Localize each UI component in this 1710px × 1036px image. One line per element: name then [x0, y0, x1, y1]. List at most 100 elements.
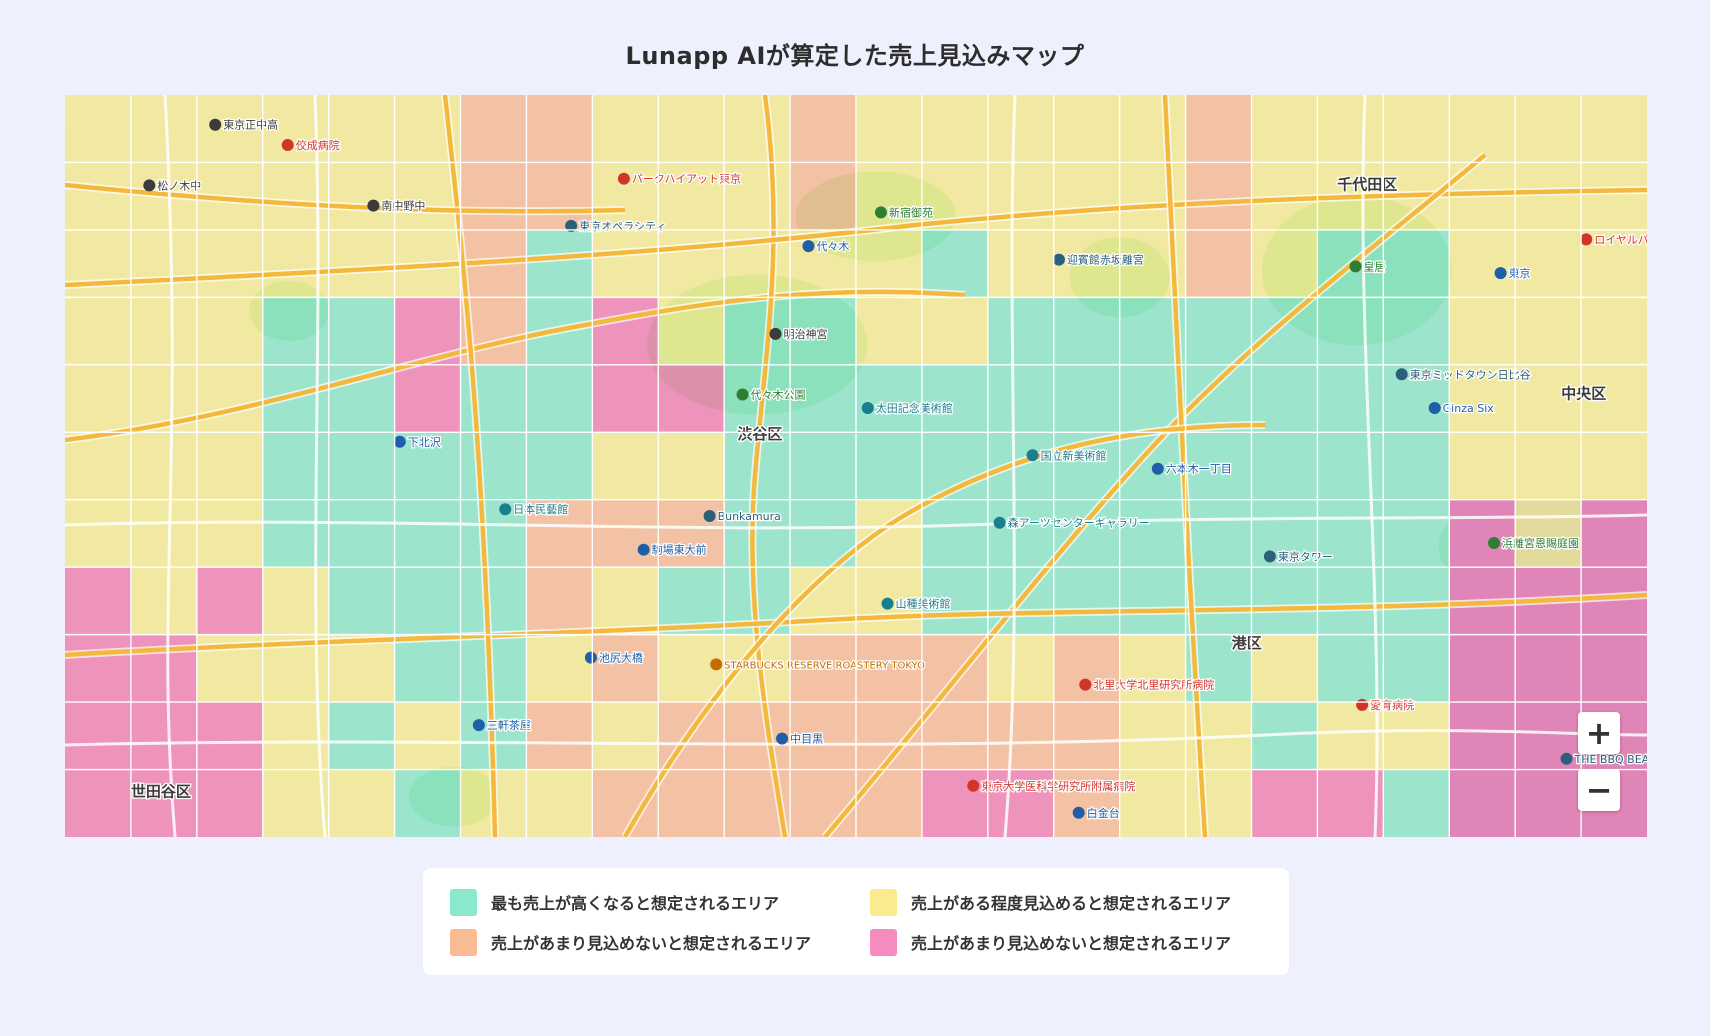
- heat-cell: [526, 432, 593, 501]
- map-label: 駒場東大前: [652, 543, 707, 557]
- heat-cell: [658, 364, 725, 433]
- heat-cell: [65, 769, 132, 837]
- heat-cell: [65, 702, 132, 771]
- map-label: 東京: [1509, 266, 1531, 280]
- station-icon: [637, 543, 650, 556]
- sales-heat-map[interactable]: 東京正中高 佼成病院 松ノ木中 南中野中 東京オペラシティ パークハイアット東京 新宿御苑千…: [65, 95, 1647, 837]
- station-icon: [1494, 267, 1507, 280]
- minor-road: [313, 95, 327, 837]
- heat-cell: [790, 769, 857, 837]
- heat-cell: [394, 499, 461, 568]
- map-label: 千代田区: [1337, 175, 1397, 193]
- heat-cell: [1251, 567, 1318, 636]
- heat-cell: [460, 432, 527, 501]
- heat-cell: [1383, 634, 1450, 703]
- legend-panel: 最も売上が高くなると想定されるエリア 売上がある程度見込めると想定されるエリア …: [423, 868, 1289, 975]
- heat-cell: [1449, 769, 1516, 837]
- map-label: ロイヤルパーク: [1594, 233, 1647, 246]
- heat-cell: [196, 702, 264, 771]
- heat-cell: [1317, 769, 1384, 837]
- heat-cell: [1119, 634, 1187, 703]
- museum-icon: [499, 503, 512, 516]
- heat-cell: [921, 702, 989, 771]
- heat-cell: [1449, 634, 1516, 703]
- heat-cell: [1119, 567, 1187, 636]
- heat-cell: [1515, 432, 1582, 501]
- heat-cell: [262, 432, 330, 501]
- heat-cell: [1581, 95, 1647, 163]
- heat-cell: [592, 567, 659, 636]
- heat-cell: [1053, 702, 1121, 771]
- heat-cell: [987, 364, 1055, 433]
- major-road: [65, 289, 966, 443]
- heat-cell: [856, 229, 923, 298]
- heat-cell: [1053, 95, 1121, 163]
- heat-cell: [328, 229, 396, 298]
- heat-cell: [592, 432, 659, 501]
- heat-cell: [1317, 364, 1384, 433]
- heat-cell: [921, 567, 989, 636]
- heat-cell: [921, 364, 989, 433]
- heat-cell: [987, 702, 1055, 771]
- road-layer: [65, 95, 1647, 837]
- zoom-out-button[interactable]: −: [1578, 769, 1620, 811]
- heat-cell: [1383, 95, 1450, 163]
- heat-cell: [592, 499, 659, 568]
- heat-cell: [1383, 432, 1450, 501]
- heat-cell: [1053, 567, 1121, 636]
- heat-cell: [921, 769, 989, 837]
- heat-cell: [130, 432, 198, 501]
- page-title: Lunapp AIが算定した売上見込みマップ: [625, 42, 1085, 70]
- heat-cell: [1251, 432, 1318, 501]
- heat-cell: [1251, 95, 1318, 163]
- map-label: 東京大学医科学研究所附属病院: [981, 779, 1135, 793]
- map-label: 世田谷区: [131, 783, 191, 801]
- heat-cell: [921, 297, 989, 366]
- heat-cell: [658, 499, 725, 568]
- heat-cell: [1449, 432, 1516, 501]
- heat-cell: [394, 634, 461, 703]
- heat-cell: [328, 95, 396, 163]
- station-icon: [472, 719, 485, 732]
- minor-road: [1361, 95, 1379, 837]
- legend-label-low: 売上があまり見込めないと想定されるエリア: [491, 934, 812, 953]
- zoom-in-button[interactable]: +: [1578, 712, 1620, 754]
- map-label: 森アーツセンターギャラリー: [1008, 516, 1150, 530]
- legend-swatch-lowest: [870, 928, 897, 956]
- heat-cell: [130, 567, 198, 636]
- school-icon: [143, 179, 156, 192]
- heat-cell: [328, 634, 396, 703]
- poi-icon: [703, 509, 716, 522]
- heat-cell: [1185, 567, 1252, 636]
- heat-cell: [65, 634, 132, 703]
- heat-cell: [1581, 162, 1647, 231]
- heat-cell: [658, 769, 725, 837]
- heat-cell: [394, 432, 461, 501]
- map-label: 代々木公園: [751, 389, 806, 402]
- heat-cell: [196, 567, 264, 636]
- map-canvas[interactable]: 東京正中高佼成病院松ノ木中南中野中東京オペラシティパークハイアット東京新宿御苑千…: [65, 95, 1647, 837]
- park-icon: [1487, 536, 1500, 549]
- heat-cell: [856, 364, 923, 433]
- map-label: 東京ミッドタウン日比谷: [1410, 367, 1531, 381]
- heat-cell: [790, 162, 857, 231]
- station-icon: [802, 240, 815, 253]
- heat-cell: [1515, 297, 1582, 366]
- heat-cell: [987, 499, 1055, 568]
- heat-cell: [526, 95, 593, 163]
- map-label: Ginza Six: [1443, 402, 1495, 415]
- map-label: 佼成病院: [296, 138, 340, 152]
- heat-cell: [65, 162, 132, 231]
- shopping-icon: [1428, 402, 1441, 415]
- school-icon: [209, 118, 222, 131]
- heat-cell: [196, 499, 264, 568]
- heat-cell: [196, 432, 264, 501]
- heat-cell: [658, 95, 725, 163]
- heat-cell: [987, 769, 1055, 837]
- heat-cell: [394, 567, 461, 636]
- minor-road: [1003, 95, 1017, 837]
- heat-cell: [1383, 499, 1450, 568]
- hospital-icon: [1356, 698, 1369, 711]
- heat-cell: [1383, 229, 1450, 298]
- map-label: 山種美術館: [896, 597, 951, 611]
